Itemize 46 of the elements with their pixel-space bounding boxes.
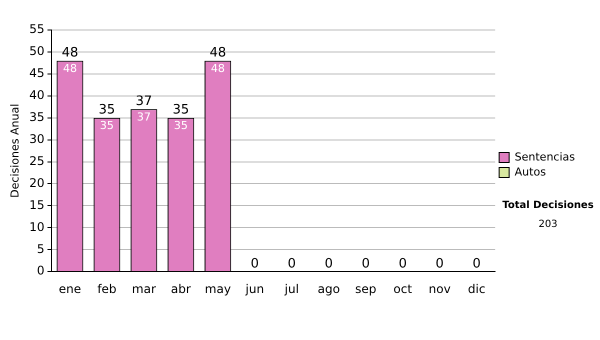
total-label: 0 [398,256,407,272]
y-tick-label: 55 [29,22,44,36]
text: Total Decisiones [501,200,595,211]
total-label: 48 [210,46,226,61]
x-tick-label: abr [170,282,191,296]
y-axis-title: Decisiones Anual [8,104,22,198]
y-tick-label: 25 [29,154,44,168]
data-label: 48 [210,62,225,76]
x-tick-label: jun [244,282,264,296]
x-tick-label: dic [468,282,486,296]
total-label: 0 [288,256,296,272]
y-tick-label: 30 [29,132,44,146]
x-tick-label: ago [318,282,340,296]
total-label: 0 [324,256,333,272]
total-label: 0 [250,256,259,272]
data-label: 35 [174,119,188,132]
y-tick-label: 45 [29,66,44,80]
legend-label: Autos [514,165,546,178]
total-label: 35 [98,102,116,118]
y-tick-label: 35 [29,110,44,124]
y-tick-label: 10 [29,220,44,234]
y-tick-label: 40 [29,88,44,102]
data-label: 48 [62,62,77,76]
total-label: 35 [172,102,190,118]
legend-label: Sentencias [514,150,576,164]
text: 203 [537,219,559,230]
x-tick-label: jul [284,282,299,296]
x-tick-label: sep [355,282,376,296]
total-label: 0 [472,256,481,272]
x-tick-label: feb [97,282,117,296]
x-tick-label: nov [428,282,451,296]
total-label: 48 [62,46,78,61]
y-tick-label: 5 [36,242,44,256]
x-tick-label: mar [132,282,156,296]
y-tick-label: 20 [29,176,44,190]
x-tick-label: ene [58,282,82,296]
y-tick-label: 50 [29,44,44,58]
y-tick-label: 0 [36,264,44,278]
x-tick-label: oct [393,282,412,296]
data-label: 35 [100,119,114,132]
total-label: 0 [436,256,444,272]
total-label: 37 [136,94,152,109]
total-label: 0 [362,256,370,272]
data-label: 37 [136,110,151,124]
y-tick-label: 15 [29,198,44,212]
x-tick-label: may [204,282,231,296]
